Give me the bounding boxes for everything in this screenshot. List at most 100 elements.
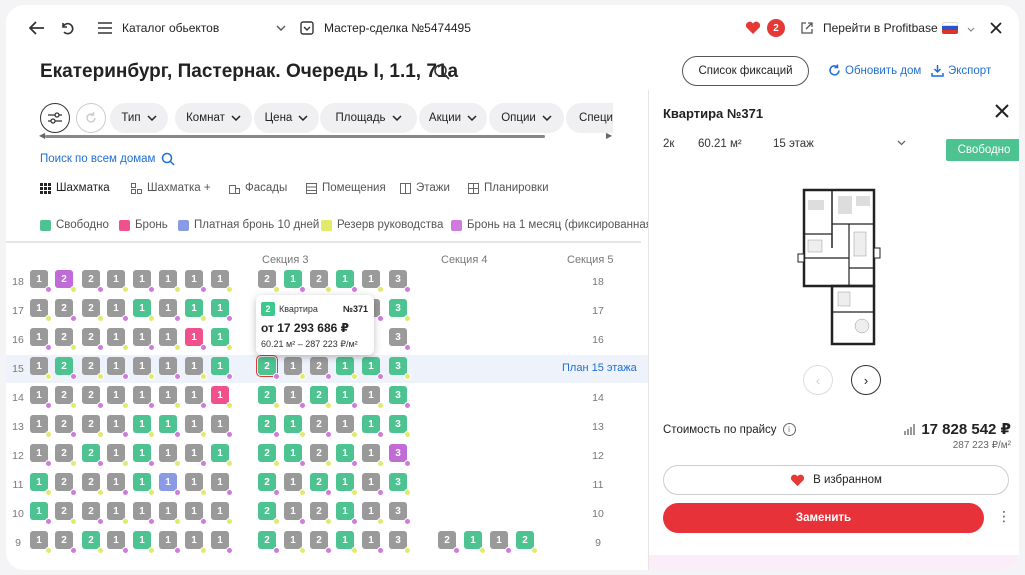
apartment-cell[interactable]: 1 [107, 415, 129, 438]
filter-chip[interactable]: Комнат [175, 103, 252, 133]
apartment-cell[interactable]: 1 [30, 357, 52, 380]
apartment-cell[interactable]: 1 [30, 328, 52, 351]
apartment-cell[interactable]: 1 [464, 531, 486, 554]
apartment-cell[interactable]: 1 [107, 357, 129, 380]
back-arrow-icon[interactable] [26, 17, 48, 39]
apartment-cell[interactable]: 1 [362, 502, 384, 525]
apartment-cell[interactable]: 1 [336, 502, 358, 525]
apartment-cell[interactable]: 1 [107, 328, 129, 351]
apartment-cell[interactable]: 2 [258, 270, 280, 293]
apartment-cell[interactable]: 2 [55, 415, 77, 438]
filter-chip[interactable]: Цена [254, 103, 319, 133]
apartment-cell[interactable]: 1 [336, 386, 358, 409]
tab-premises[interactable]: Помещения [306, 182, 386, 194]
apartment-cell[interactable]: 2 [82, 473, 104, 496]
apartment-cell[interactable]: 1 [107, 473, 129, 496]
apartment-cell[interactable]: 1 [284, 444, 306, 467]
apartment-cell[interactable]: 2 [55, 299, 77, 322]
external-link-icon[interactable] [796, 17, 818, 39]
apartment-cell[interactable]: 2 [82, 531, 104, 554]
apartment-cell[interactable]: 1 [30, 270, 52, 293]
tab-facades[interactable]: Фасады [229, 182, 287, 194]
apartment-cell[interactable]: 3 [389, 531, 411, 554]
apartment-cell[interactable]: 1 [133, 473, 155, 496]
apartment-cell[interactable]: 1 [159, 531, 181, 554]
apartment-cell[interactable]: 1 [133, 531, 155, 554]
apartment-cell[interactable]: 1 [211, 531, 233, 554]
apartment-cell[interactable]: 1 [362, 415, 384, 438]
apartment-cell[interactable]: 1 [490, 531, 512, 554]
floor-plan-link[interactable]: План 15 этажа [562, 362, 637, 374]
apartment-cell[interactable]: 1 [185, 299, 207, 322]
apartment-cell[interactable]: 1 [107, 502, 129, 525]
apartment-cell[interactable]: 2 [55, 444, 77, 467]
apartment-cell[interactable]: 1 [185, 270, 207, 293]
apartment-cell[interactable]: 1 [362, 473, 384, 496]
apartment-cell[interactable]: 1 [133, 444, 155, 467]
apartment-cell[interactable]: 1 [159, 299, 181, 322]
apartment-cell[interactable]: 1 [211, 357, 233, 380]
apartment-cell[interactable]: 1 [336, 270, 358, 293]
apartment-cell[interactable]: 1 [133, 415, 155, 438]
apartment-cell[interactable]: 3 [389, 299, 411, 322]
apartment-cell[interactable]: 1 [107, 531, 129, 554]
apartment-cell[interactable]: 1 [336, 357, 358, 380]
scroll-right-icon[interactable]: ▶ [606, 131, 613, 140]
apartment-cell[interactable]: 1 [107, 299, 129, 322]
apartment-cell[interactable]: 1 [107, 270, 129, 293]
apartment-cell[interactable]: 1 [284, 415, 306, 438]
apartment-cell[interactable]: 1 [133, 299, 155, 322]
apartment-cell[interactable]: 1 [159, 502, 181, 525]
apartment-cell[interactable]: 1 [159, 444, 181, 467]
apartment-cell[interactable]: 1 [336, 531, 358, 554]
apartment-cell[interactable]: 1 [159, 386, 181, 409]
apartment-cell[interactable]: 1 [30, 531, 52, 554]
favorite-button[interactable]: В избранном [663, 465, 1009, 495]
apartment-cell[interactable]: 2 [258, 386, 280, 409]
apartment-cell[interactable]: 1 [185, 502, 207, 525]
apartment-cell[interactable]: 2 [82, 386, 104, 409]
apartment-cell[interactable]: 1 [185, 444, 207, 467]
apartment-cell[interactable]: 2 [310, 502, 332, 525]
apartment-cell[interactable]: 1 [211, 270, 233, 293]
apartment-cell[interactable]: 1 [159, 473, 181, 496]
tab-chessboard[interactable]: Шахматка [40, 182, 110, 194]
search-icon[interactable] [433, 63, 453, 83]
apartment-cell[interactable]: 2 [55, 270, 77, 293]
apartment-cell[interactable]: 1 [284, 357, 306, 380]
apartment-cell[interactable]: 3 [389, 270, 411, 293]
apartment-cell[interactable]: 2 [258, 415, 280, 438]
apartment-cell[interactable]: 2 [82, 415, 104, 438]
apartment-cell[interactable]: 1 [211, 444, 233, 467]
tab-floors[interactable]: Этажи [400, 182, 450, 194]
filter-chip[interactable]: Площадь [320, 103, 417, 133]
apartment-cell[interactable]: 1 [185, 328, 207, 351]
apartment-cell[interactable]: 1 [107, 444, 129, 467]
apartment-cell[interactable]: 3 [389, 415, 411, 438]
apartment-cell[interactable]: 1 [185, 357, 207, 380]
apartment-cell[interactable]: 1 [284, 473, 306, 496]
apartment-cell[interactable]: 2 [82, 502, 104, 525]
chevron-down-icon[interactable] [270, 17, 292, 39]
apartment-cell[interactable]: 2 [310, 415, 332, 438]
search-all-houses-link[interactable]: Поиск по всем домам [40, 152, 175, 166]
apartment-cell[interactable]: 1 [185, 386, 207, 409]
language-flag-icon[interactable] [942, 22, 958, 34]
filter-chip[interactable]: Акции [419, 103, 487, 133]
more-options-icon[interactable]: ⋮ [997, 508, 1011, 524]
tab-chessboard-plus[interactable]: Шахматка + [131, 182, 211, 194]
apartment-cell[interactable]: 3 [389, 357, 411, 380]
apartment-cell[interactable]: 1 [211, 473, 233, 496]
apartment-cell[interactable]: 1 [159, 357, 181, 380]
apartment-cell[interactable]: 2 [55, 386, 77, 409]
info-icon[interactable]: i [782, 423, 796, 436]
apartment-cell[interactable]: 2 [310, 444, 332, 467]
apartment-cell[interactable]: 1 [159, 270, 181, 293]
apartment-cell[interactable]: 2 [310, 386, 332, 409]
apartment-cell[interactable]: 1 [133, 502, 155, 525]
apartment-cell[interactable]: 2 [55, 502, 77, 525]
apartment-cell[interactable]: 1 [284, 270, 306, 293]
apartment-cell[interactable]: 1 [185, 531, 207, 554]
apartment-cell[interactable]: 2 [82, 270, 104, 293]
apartment-cell[interactable]: 2 [82, 444, 104, 467]
